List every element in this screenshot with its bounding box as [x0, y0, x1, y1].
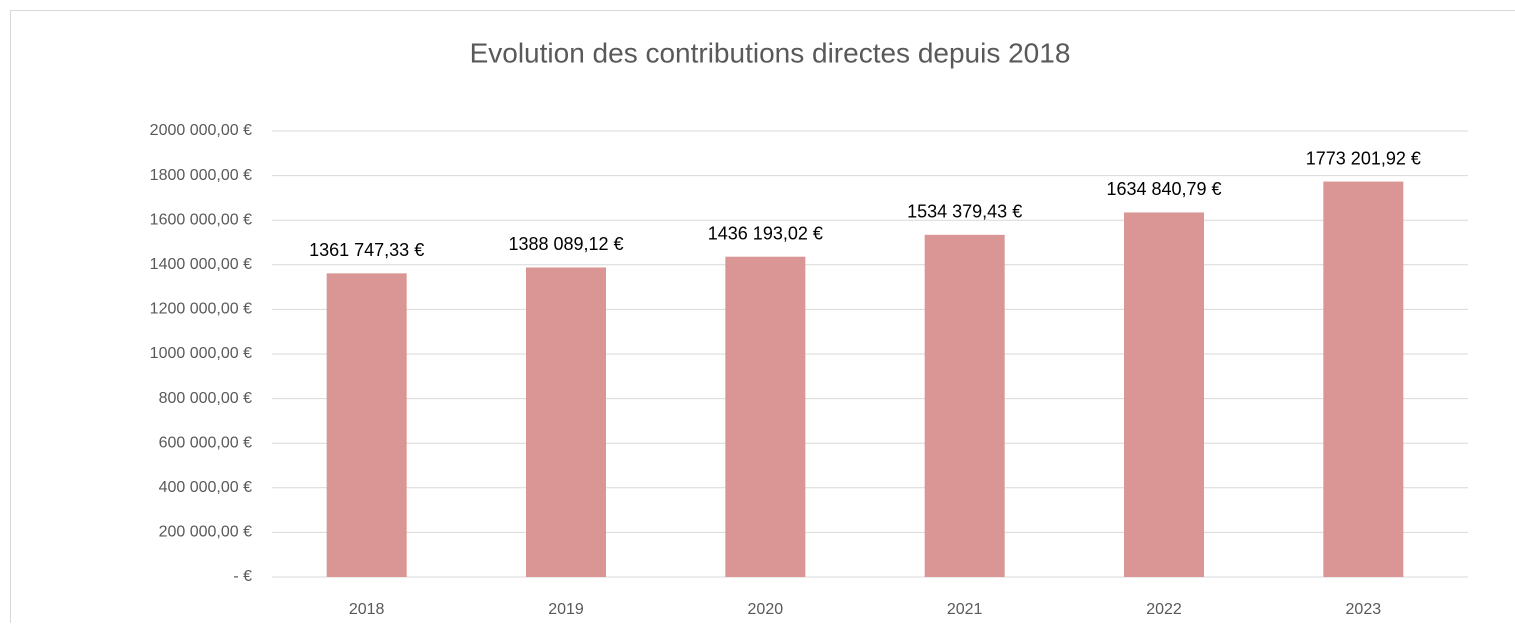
- data-label: 1634 840,79 €: [1106, 179, 1221, 199]
- data-label: 1388 089,12 €: [508, 234, 623, 254]
- data-label: 1534 379,43 €: [907, 202, 1022, 222]
- chart-title: Evolution des contributions directes dep…: [470, 37, 1071, 68]
- y-tick-label: 800 000,00 €: [159, 390, 253, 407]
- data-label: 1361 747,33 €: [309, 240, 424, 260]
- y-tick-label: 400 000,00 €: [159, 479, 253, 496]
- y-tick-label: 1600 000,00 €: [150, 211, 252, 228]
- x-tick-label: 2023: [1346, 601, 1382, 618]
- y-tick-label: 1800 000,00 €: [150, 167, 252, 184]
- bar: [526, 267, 606, 577]
- y-tick-label: 1000 000,00 €: [150, 345, 252, 362]
- y-tick-label: 1200 000,00 €: [150, 301, 252, 318]
- x-tick-label: 2022: [1146, 601, 1182, 618]
- data-label: 1773 201,92 €: [1306, 148, 1421, 168]
- x-tick-label: 2019: [548, 601, 584, 618]
- bar: [327, 273, 407, 577]
- bar: [725, 257, 805, 577]
- bar: [925, 235, 1005, 577]
- x-tick-label: 2020: [748, 601, 784, 618]
- bar: [1124, 212, 1204, 577]
- y-tick-label: 1400 000,00 €: [150, 256, 252, 273]
- x-tick-label: 2021: [947, 601, 983, 618]
- x-tick-label: 2018: [349, 601, 385, 618]
- y-tick-label: 200 000,00 €: [159, 524, 253, 541]
- y-tick-label: 2000 000,00 €: [150, 122, 252, 139]
- y-tick-label: 600 000,00 €: [159, 434, 253, 451]
- y-tick-label: - €: [233, 568, 252, 585]
- data-label: 1436 193,02 €: [708, 223, 823, 243]
- bar: [1323, 182, 1403, 577]
